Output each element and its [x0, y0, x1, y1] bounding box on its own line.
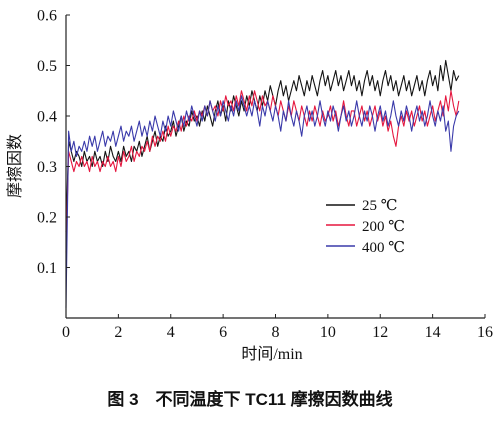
figure-caption: 图 3 不同温度下 TC11 摩擦因数曲线	[107, 389, 392, 409]
axis-layer	[65, 15, 485, 319]
legend-label-25c: 25 ℃	[362, 198, 398, 214]
x-tick-label: 12	[372, 324, 388, 341]
y-axis-title: 摩擦因数	[6, 134, 24, 198]
x-tick-label: 6	[219, 324, 227, 341]
legend: 25 ℃ 200 ℃ 400 ℃	[326, 198, 405, 256]
y-tick-label: 0.5	[37, 58, 57, 75]
series-line-400c	[65, 95, 460, 308]
y-tick-label: 0.3	[37, 159, 57, 176]
x-tick-label: 16	[477, 324, 493, 341]
x-tick-label: 10	[320, 324, 336, 341]
legend-label-400c: 400 ℃	[362, 240, 405, 256]
tick-layer: 0 2 4 6 8 10 12 14 16 0.1 0.2 0.3 0.4 0.5 0.6	[37, 8, 493, 342]
series-line-200c	[65, 90, 460, 253]
y-tick-label: 0.4	[37, 109, 57, 126]
legend-item-400c: 400 ℃	[326, 240, 405, 256]
y-tick-label: 0.2	[37, 210, 57, 227]
x-tick-label: 2	[114, 324, 122, 341]
legend-item-25c: 25 ℃	[326, 198, 398, 214]
series-layer	[65, 59, 460, 308]
x-tick-label: 0	[62, 324, 70, 341]
x-tick-label: 14	[425, 324, 441, 341]
legend-item-200c: 200 ℃	[326, 219, 405, 235]
x-axis-title: 时间/min	[241, 345, 302, 363]
x-tick-label: 4	[167, 324, 175, 341]
y-tick-label: 0.6	[37, 8, 57, 25]
x-tick-label: 8	[272, 324, 280, 341]
series-line-25c	[65, 59, 460, 233]
y-tick-label: 0.1	[37, 260, 57, 277]
legend-label-200c: 200 ℃	[362, 219, 405, 235]
